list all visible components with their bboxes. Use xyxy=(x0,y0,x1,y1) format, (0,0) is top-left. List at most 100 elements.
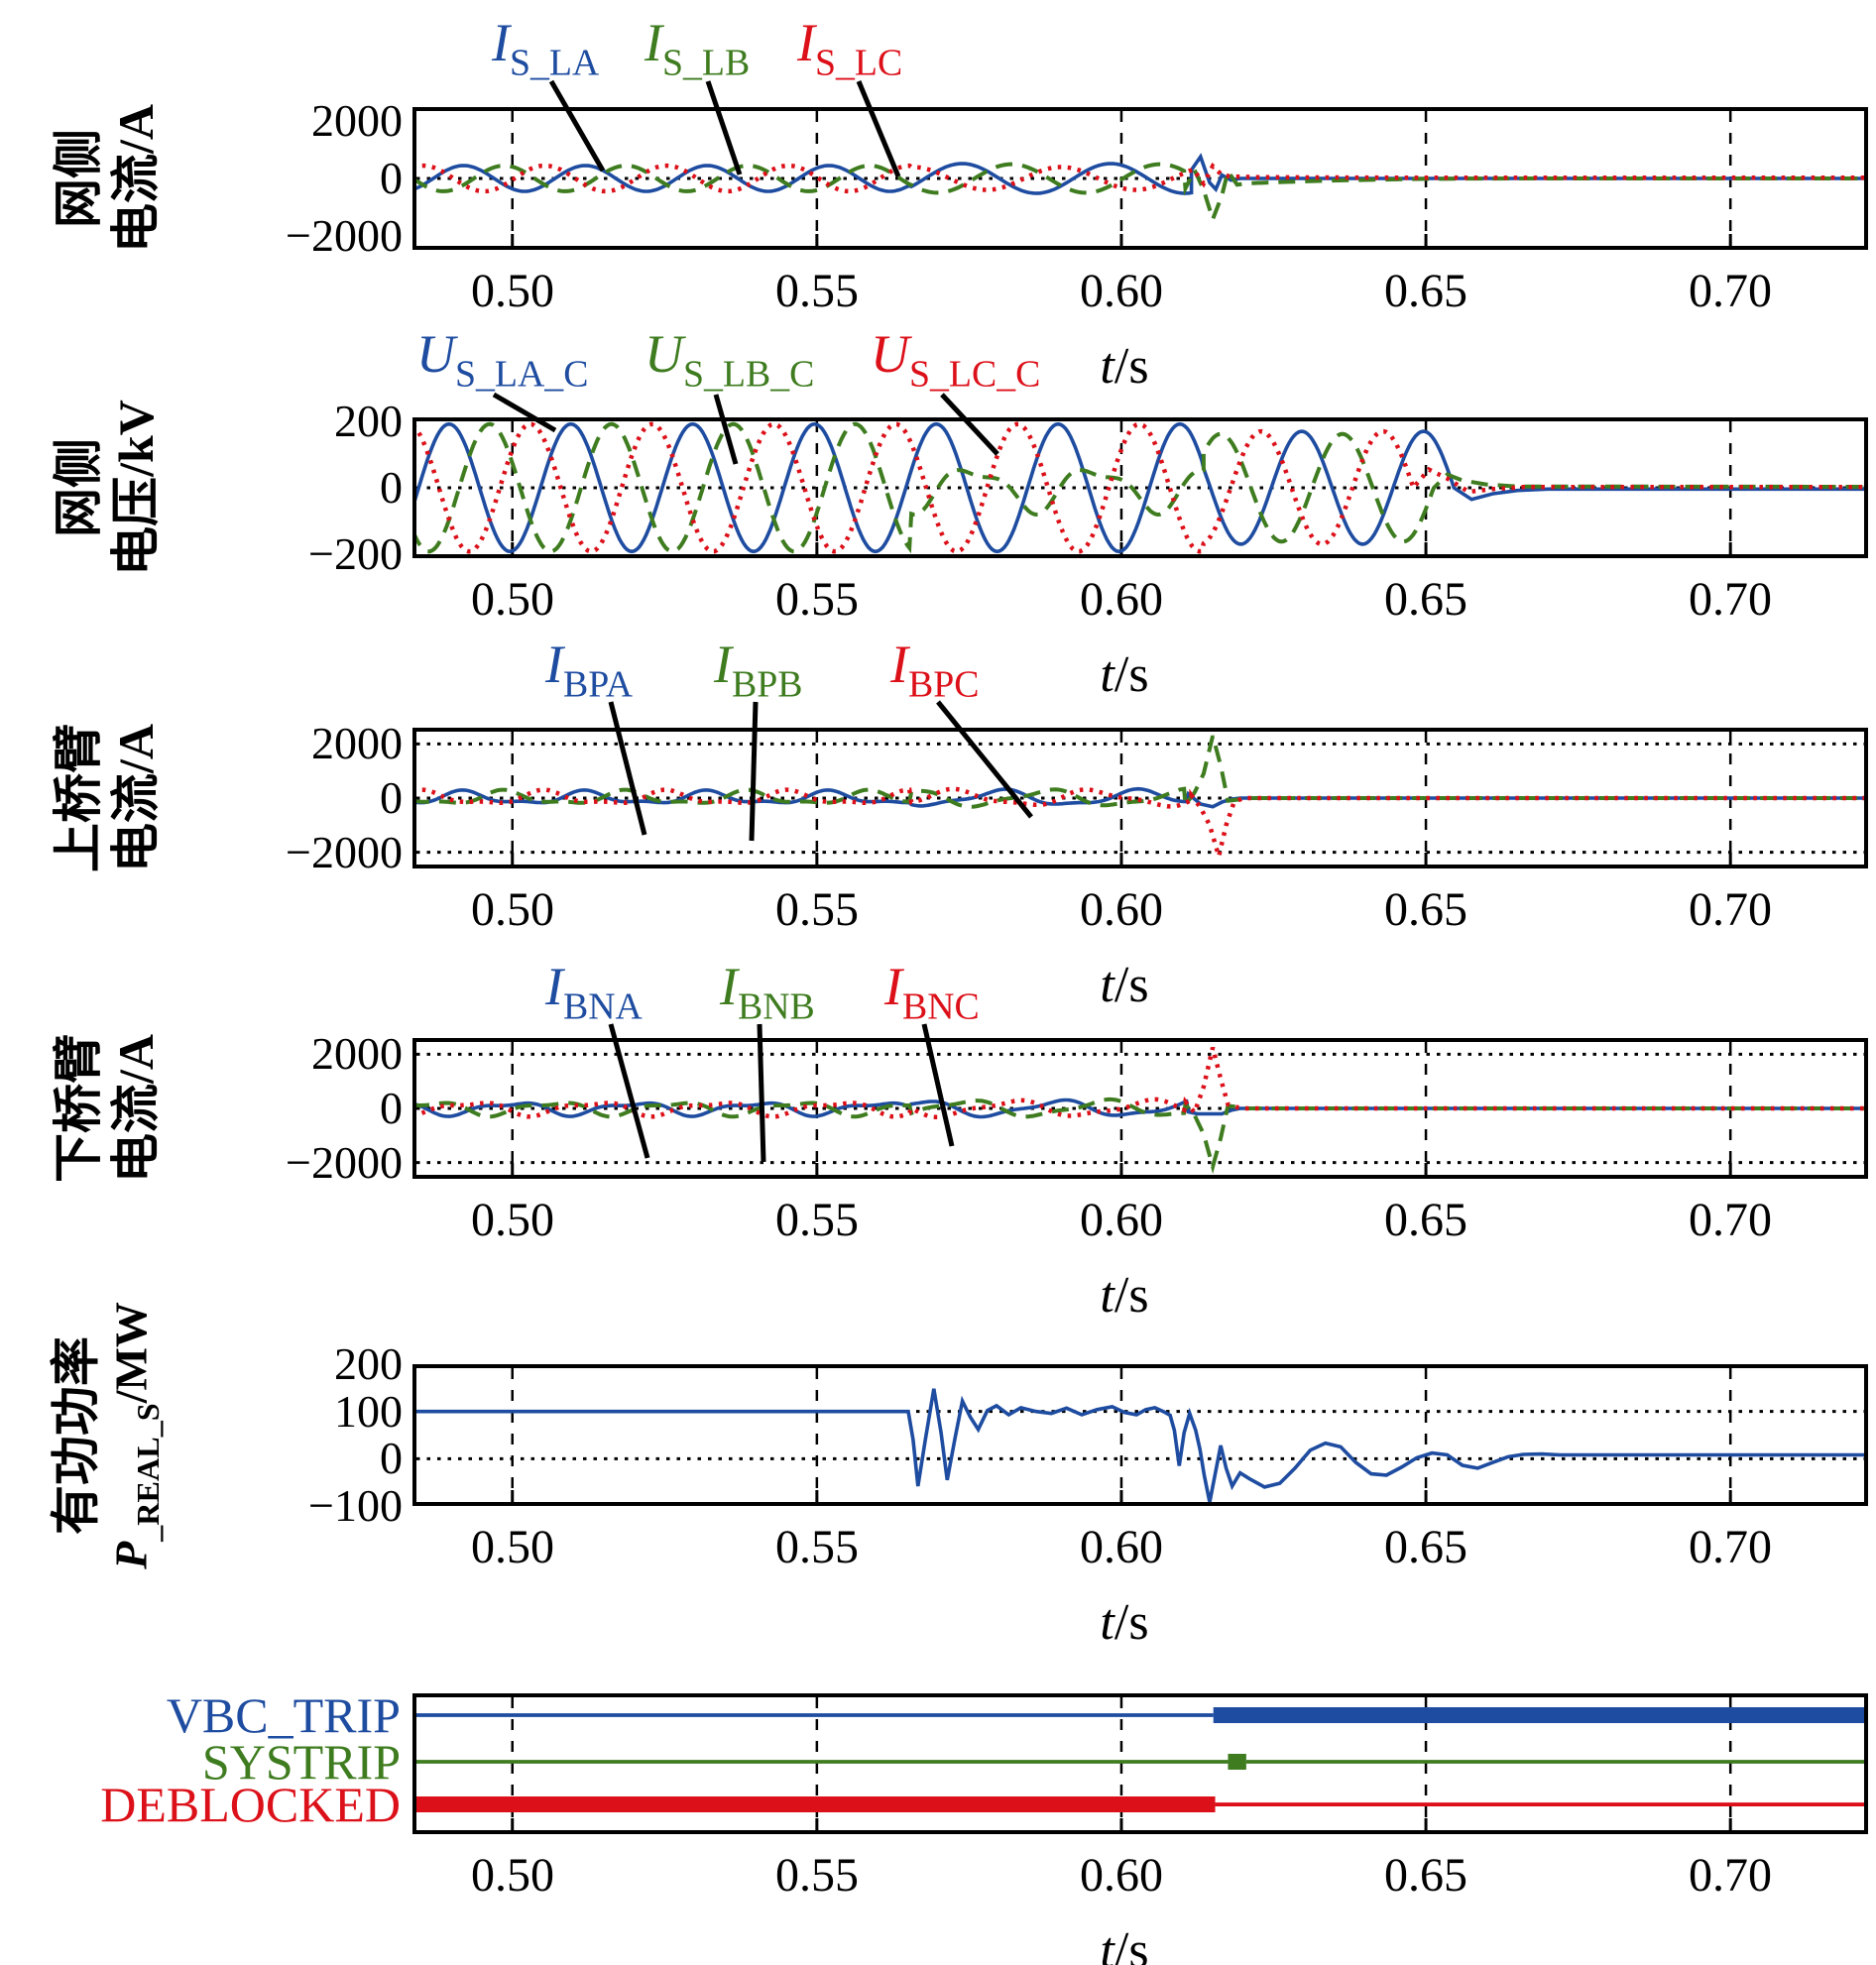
legend-subscript-BNC: BNC xyxy=(901,985,980,1028)
xtick-upper_arm_current-0.50: 0.50 xyxy=(471,883,554,936)
xlabel-status_signals: t/s xyxy=(1100,1925,1148,1965)
legend-I_BPC: IBPC xyxy=(890,637,979,704)
legend-subscript-S_LC_C: S_LC_C xyxy=(909,353,1041,396)
xtick-grid_current-0.50: 0.50 xyxy=(471,265,554,317)
legend-U_S_LA_C: US_LA_C xyxy=(416,327,588,394)
legend-symbol-BPC: I xyxy=(890,635,908,694)
legend-I_BNC: IBNC xyxy=(884,960,980,1026)
time-unit: /s xyxy=(1114,1594,1149,1651)
plot-upper_arm_current xyxy=(412,728,1868,868)
legend-I_BNB: IBNB xyxy=(720,960,815,1026)
plot-grid_voltage xyxy=(412,417,1868,558)
xlabel-upper_arm_current: t/s xyxy=(1100,960,1148,1011)
plot-status_signals xyxy=(412,1693,1868,1834)
legend-subscript-BPA: BPA xyxy=(562,663,634,706)
ylabel-grid_current-line2: 电流/A xyxy=(108,104,164,253)
ytick-lower_arm_current-−2000: −2000 xyxy=(286,1137,403,1188)
legend-I_BPA: IBPA xyxy=(545,637,633,704)
legend-I_S_LB: IS_LB xyxy=(645,16,750,82)
ylabel-grid_voltage: 网侧 电压/kV xyxy=(50,400,165,576)
xtick-active_power-0.70: 0.70 xyxy=(1689,1521,1772,1573)
legend-I_S_LC: IS_LC xyxy=(797,16,902,82)
ylabel-grid_current: 网侧 电流/A xyxy=(50,104,165,253)
xtick-upper_arm_current-0.55: 0.55 xyxy=(775,883,859,936)
ytick-active_power-100: 100 xyxy=(334,1386,403,1437)
ytick-grid_voltage-−200: −200 xyxy=(308,528,403,579)
xtick-active_power-0.50: 0.50 xyxy=(471,1521,554,1573)
legend-symbol-S_LC: I xyxy=(797,13,815,72)
ylabel-lower_arm_current-line2: 电流/A xyxy=(108,1034,164,1183)
xlabel-grid_current: t/s xyxy=(1100,341,1148,393)
legend-I_BNA: IBNA xyxy=(545,960,643,1026)
time-unit: /s xyxy=(1114,338,1149,395)
time-unit: /s xyxy=(1114,1267,1149,1324)
ytick-upper_arm_current-−2000: −2000 xyxy=(286,827,403,877)
time-unit: /s xyxy=(1114,957,1149,1013)
legend-subscript-BPC: BPC xyxy=(907,663,980,706)
legend-subscript-S_LA_C: S_LA_C xyxy=(455,353,589,396)
legend-I_S_LA: IS_LA xyxy=(492,16,599,82)
xtick-status_signals-0.70: 0.70 xyxy=(1689,1849,1772,1902)
ylabel-upper_arm_current: 上桥臂 电流/A xyxy=(50,724,165,872)
legend-subscript-BPB: BPB xyxy=(731,663,803,706)
ytick-active_power-−100: −100 xyxy=(308,1480,403,1531)
ylabel-lower_arm_current: 下桥臂 电流/A xyxy=(50,1034,165,1183)
ytick-grid_voltage-0: 0 xyxy=(380,462,403,513)
legend-symbol-S_LA_C: U xyxy=(416,324,455,384)
time-symbol: t xyxy=(1100,646,1114,703)
xtick-grid_voltage-0.55: 0.55 xyxy=(775,573,859,626)
time-symbol: t xyxy=(1100,1922,1114,1965)
ytick-active_power-200: 200 xyxy=(334,1338,403,1389)
legend-U_S_LB_C: US_LB_C xyxy=(645,327,814,394)
xtick-grid_current-0.65: 0.65 xyxy=(1384,265,1467,317)
ylabel-grid_current-line1: 网侧 xyxy=(51,129,106,228)
ytick-upper_arm_current-0: 0 xyxy=(380,772,403,823)
legend-symbol-BNA: I xyxy=(545,957,563,1016)
ytick-grid_current-−2000: −2000 xyxy=(286,210,403,261)
xtick-grid_current-0.60: 0.60 xyxy=(1080,265,1163,317)
ytick-active_power-0: 0 xyxy=(380,1433,403,1483)
series-U_S_LC_C xyxy=(416,421,1864,554)
ytick-lower_arm_current-0: 0 xyxy=(380,1083,403,1133)
xtick-lower_arm_current-0.65: 0.65 xyxy=(1384,1194,1467,1246)
plot-grid_current xyxy=(412,107,1868,250)
xtick-status_signals-0.55: 0.55 xyxy=(775,1849,859,1902)
legend-symbol-BNB: I xyxy=(720,957,738,1016)
ylabel-grid_voltage-line2: 电压/kV xyxy=(108,400,164,576)
signal-label-SYSTRIP: SYSTRIP xyxy=(201,1734,401,1790)
legend-U_S_LC_C: US_LC_C xyxy=(871,327,1040,394)
signal-label-VBC_TRIP: VBC_TRIP xyxy=(166,1687,401,1743)
legend-symbol-S_LA: I xyxy=(492,13,510,72)
legend-subscript-S_LC: S_LC xyxy=(814,42,903,84)
series-I_S_LB xyxy=(416,162,1864,226)
xtick-grid_voltage-0.65: 0.65 xyxy=(1384,573,1467,626)
xtick-upper_arm_current-0.70: 0.70 xyxy=(1689,883,1772,936)
power-symbol-subscript: _REAL_S xyxy=(129,1402,166,1542)
ylabel-active_power-symbol-line: P_REAL_S/MW xyxy=(105,1302,168,1569)
xtick-grid_voltage-0.70: 0.70 xyxy=(1689,573,1772,626)
ylabel-grid_voltage-line1: 网侧 xyxy=(51,438,106,537)
series-U_S_LB_C xyxy=(416,421,1864,554)
legend-symbol-S_LB: I xyxy=(645,13,662,72)
xtick-grid_voltage-0.50: 0.50 xyxy=(471,573,554,626)
series-P_REAL_S xyxy=(416,1388,1864,1502)
ytick-grid_voltage-200: 200 xyxy=(334,396,403,446)
xtick-lower_arm_current-0.50: 0.50 xyxy=(471,1194,554,1246)
xtick-upper_arm_current-0.65: 0.65 xyxy=(1384,883,1467,936)
time-symbol: t xyxy=(1100,1267,1114,1324)
ytick-lower_arm_current-2000: 2000 xyxy=(311,1028,403,1079)
xtick-lower_arm_current-0.60: 0.60 xyxy=(1080,1194,1163,1246)
ylabel-active_power: 有功功率 P_REAL_S/MW xyxy=(48,1302,168,1569)
xtick-status_signals-0.60: 0.60 xyxy=(1080,1849,1163,1902)
xlabel-lower_arm_current: t/s xyxy=(1100,1270,1148,1322)
legend-symbol-S_LC_C: U xyxy=(871,324,909,384)
ylabel-upper_arm_current-line2: 电流/A xyxy=(108,724,164,872)
ytick-upper_arm_current-2000: 2000 xyxy=(311,718,403,768)
series-I_BPB xyxy=(416,735,1864,811)
legend-I_BPB: IBPB xyxy=(714,637,802,704)
ylabel-lower_arm_current-line1: 下桥臂 xyxy=(51,1034,106,1183)
xlabel-active_power: t/s xyxy=(1100,1597,1148,1649)
legend-subscript-BNB: BNB xyxy=(737,985,815,1028)
ytick-grid_current-0: 0 xyxy=(380,153,403,203)
